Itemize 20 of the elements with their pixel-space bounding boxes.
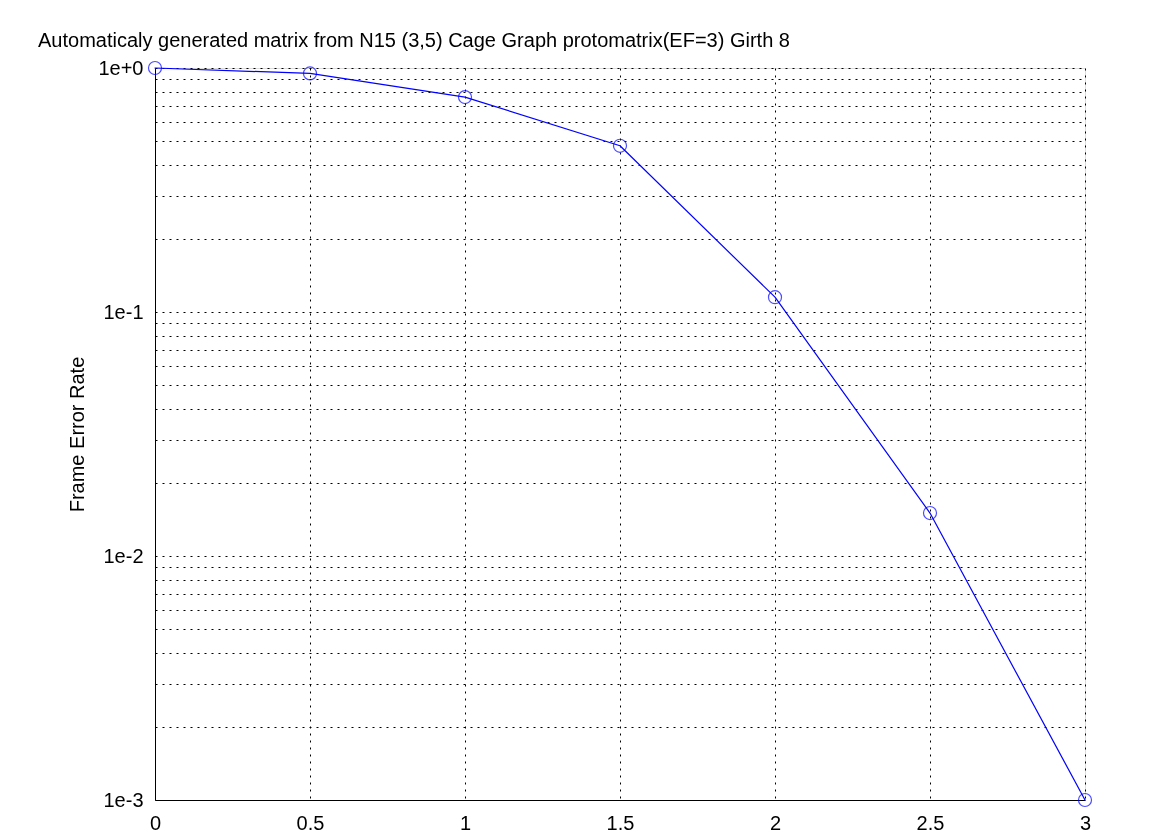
point [302,66,318,81]
x-tick-label: 3 [1079,811,1092,834]
y-tick-label: 1e-3 [103,788,144,811]
point [147,60,163,76]
y-axis-title: Frame Error Rate [66,356,89,513]
point [1077,792,1093,808]
y-tick-label: 1e+0 [98,56,144,79]
x-tick-label: 0.5 [296,811,325,834]
y-tick-label: 1e-1 [103,300,144,323]
x-tick-label: 2.5 [916,811,945,834]
point [922,505,938,521]
x-tick-label: 2 [769,811,782,834]
y-tick-label: 1e-2 [103,544,144,567]
point [457,89,473,105]
x-tick-label: 1.5 [606,811,635,834]
point [612,138,628,153]
point [767,290,783,305]
chart-title: Automaticaly generated matrix from N15 (3,5) Cage Graph protomatrix(EF=3) Girth 8 [38,29,790,51]
x-tick-label: 1 [459,811,472,834]
x-tick-label: 0 [149,811,162,834]
